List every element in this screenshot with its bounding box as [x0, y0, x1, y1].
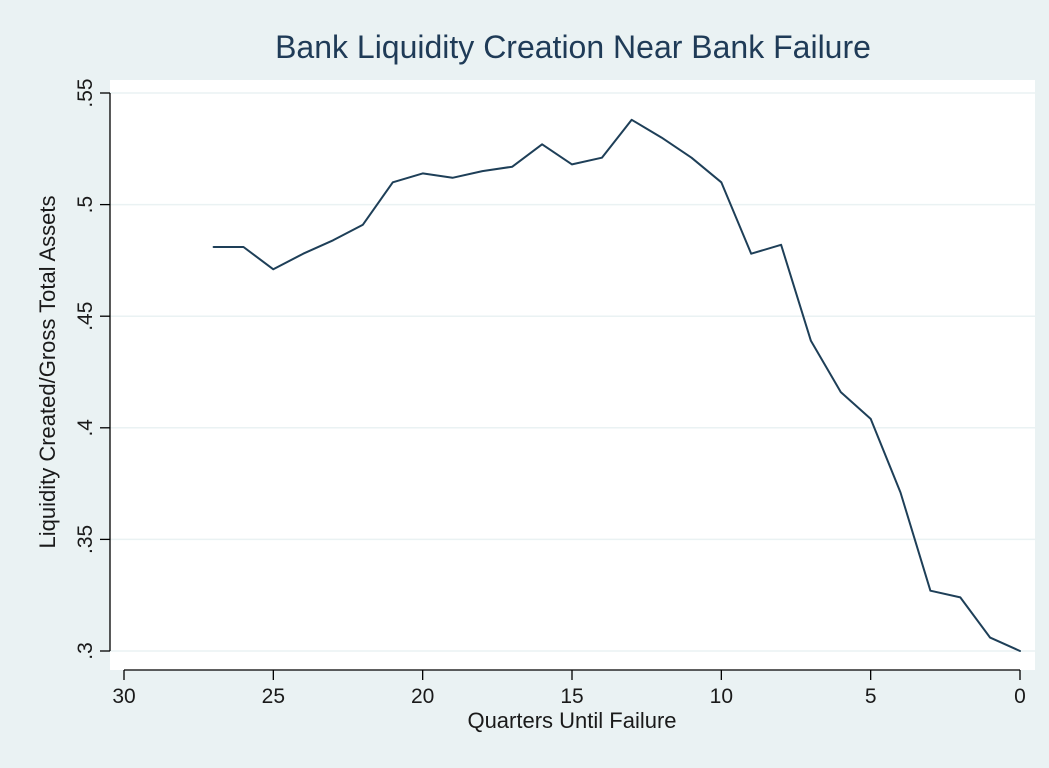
x-tick-label: 10: [710, 685, 733, 708]
series-layer: [212, 118, 1021, 652]
x-tick-label: 5: [865, 685, 877, 708]
x-tick-label: 20: [411, 685, 434, 708]
x-tick-label: 25: [262, 685, 285, 708]
y-tick-label: .4: [74, 419, 97, 437]
x-tick-label: 0: [1014, 685, 1026, 708]
x-tick-label: 15: [560, 685, 583, 708]
x-axis-label: Quarters Until Failure: [467, 708, 676, 733]
tick-labels: .3 .35 .4 .45 .5 .55 30 25 20 15 10 5 0: [74, 78, 1026, 708]
y-tick-label: .3: [74, 642, 97, 660]
y-tick-label: .55: [74, 78, 97, 107]
grid-lines: [110, 92, 1035, 652]
chart-title: Bank Liquidity Creation Near Bank Failur…: [275, 29, 871, 65]
y-tick-label: .5: [74, 196, 97, 214]
y-tick-label: .45: [74, 302, 97, 331]
series-line: [212, 118, 1021, 652]
y-axis-label: Liquidity Created/Gross Total Assets: [35, 196, 60, 549]
axes: [100, 92, 1021, 680]
plot-area: [110, 80, 1035, 670]
x-tick-label: 30: [112, 685, 135, 708]
y-tick-label: .35: [74, 525, 97, 554]
